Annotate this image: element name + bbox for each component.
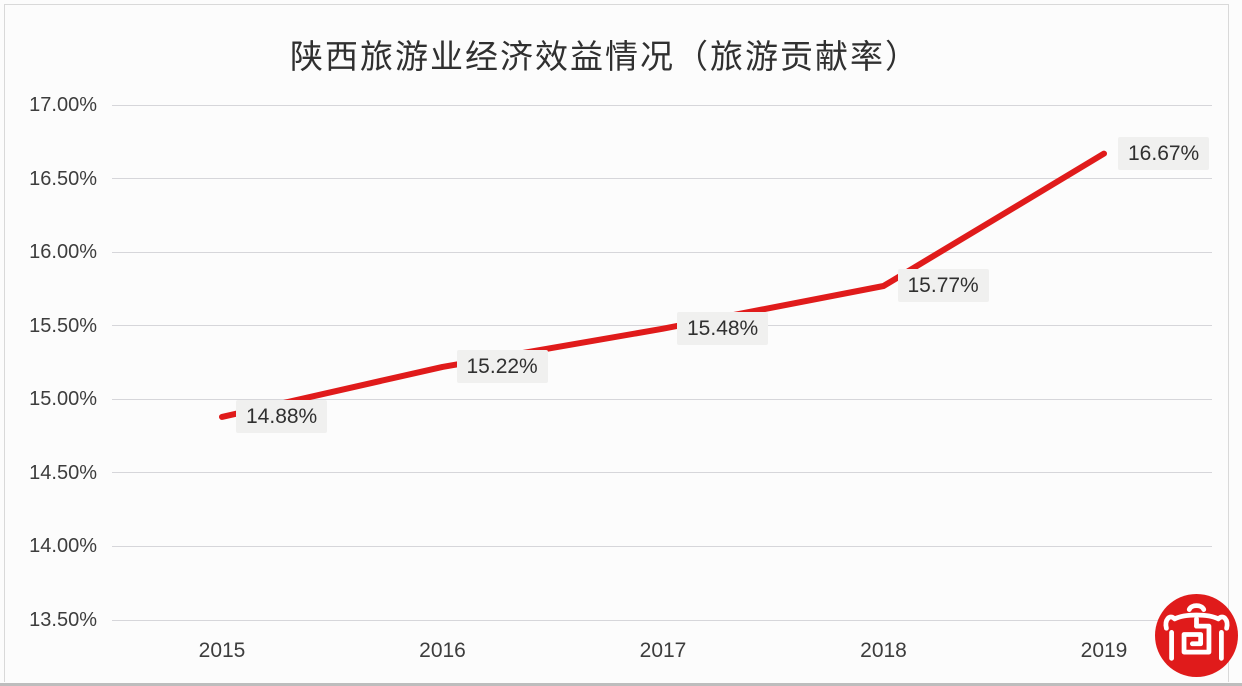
gridline — [112, 398, 1212, 400]
y-axis-tick-label: 14.50% — [29, 461, 97, 484]
data-point-label: 16.67% — [1118, 137, 1210, 171]
y-axis-tick-label: 13.50% — [29, 609, 97, 631]
gridline — [112, 104, 1212, 106]
gridline — [112, 472, 1212, 474]
x-axis-tick-label: 2018 — [860, 639, 907, 662]
chart-title: 陕西旅游业经济效益情况（旅游贡献率） — [290, 38, 920, 75]
series-line — [219, 150, 1107, 420]
y-axis-tick-label: 15.50% — [29, 314, 97, 337]
y-axis-tick-label: 16.50% — [29, 167, 97, 190]
gridline — [112, 251, 1212, 253]
data-point-label: 15.22% — [456, 350, 548, 384]
y-axis-tick-label: 16.00% — [29, 241, 97, 264]
bottom-border — [0, 683, 1242, 686]
data-point-label: 15.48% — [677, 312, 769, 346]
gridline — [112, 545, 1212, 547]
watermark-logo — [1155, 594, 1238, 677]
x-axis-tick-label: 2016 — [419, 639, 466, 662]
x-axis-tick-label: 2015 — [198, 639, 246, 662]
x-axis-tick-label: 2017 — [639, 639, 687, 662]
gate-icon — [1155, 594, 1238, 677]
gridline — [112, 178, 1212, 180]
y-axis-tick-label: 17.00% — [29, 94, 97, 116]
data-point-label: 14.88% — [236, 400, 328, 434]
x-axis-tick-label: 2019 — [1080, 639, 1128, 662]
y-axis-tick-label: 14.00% — [29, 535, 97, 558]
data-point-label: 15.77% — [897, 269, 989, 303]
gridline — [112, 325, 1212, 327]
gridline — [112, 619, 1212, 621]
y-axis-tick-label: 15.00% — [29, 388, 97, 411]
